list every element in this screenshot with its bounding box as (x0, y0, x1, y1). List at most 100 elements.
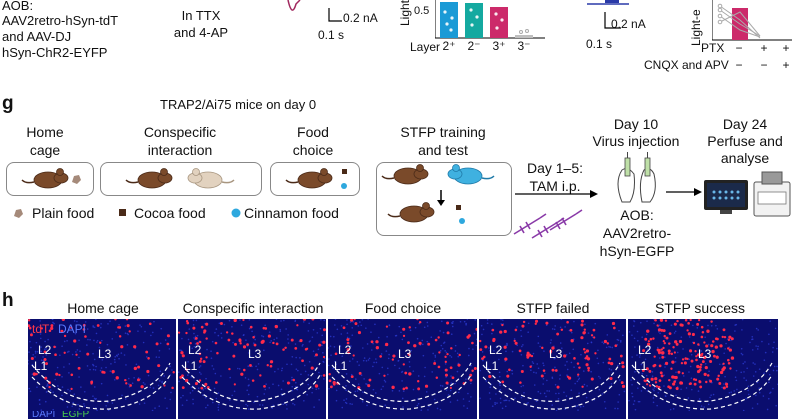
layer-l3-label: L3 (398, 347, 412, 361)
micrograph-panel-row2 (328, 411, 477, 419)
ptx-val-1: + (760, 41, 768, 55)
stain-tdt-label: tdT (32, 322, 50, 336)
aob-label-0: AOB: (620, 207, 654, 223)
aob-label-1: AAV2retro- (602, 225, 672, 241)
conspecific-label-1: interaction (147, 142, 213, 158)
aob-line-3: hSyn-ChR2-EYFP (2, 45, 108, 60)
day1-label-1: TAM i.p. (529, 178, 581, 194)
mouse-icon (387, 201, 435, 223)
plain-food-icon (14, 209, 23, 218)
micrograph-panel: L2 L1 L3 (328, 319, 477, 411)
micrograph-panel-row2 (178, 411, 326, 419)
micrograph-image (328, 319, 477, 411)
cnqx-val-1: − (760, 58, 768, 72)
layer-l1-label: L1 (485, 359, 499, 373)
micrograph-panel-row2 (628, 411, 778, 419)
layer-l2-label: L2 (489, 343, 503, 357)
mouse-icon (381, 163, 429, 185)
layer-tick-2: 3⁺ (492, 39, 506, 53)
header-stfp-success: STFP success (655, 300, 745, 316)
row2-egfp-label: EGFP (62, 411, 90, 419)
bar-chart-1 (435, 0, 545, 39)
cnqx-label: CNQX and APV (644, 58, 729, 72)
bar-layer-3minus (515, 35, 533, 38)
day24-label-2: analyse (720, 150, 770, 166)
scale1-time: 0.1 s (318, 28, 345, 42)
bar-layer-3plus (490, 7, 508, 38)
scale2-time: 0.1 s (586, 37, 613, 51)
micrograph-image (628, 319, 778, 411)
header-conspecific: Conspecific interaction (182, 300, 324, 316)
layer-label: Layer (410, 40, 441, 54)
micrograph-panel-row2 (479, 411, 626, 419)
header-stfp-failed: STFP failed (516, 300, 590, 316)
legend-cocoa: Cocoa food (134, 205, 206, 221)
day24-label-0: Day 24 (722, 116, 768, 132)
micrograph-image (178, 319, 326, 411)
layer-l2-label: L2 (188, 343, 202, 357)
microscope-computer-icon (704, 171, 791, 217)
micrograph-panel-row2: DAPI EGFP (28, 411, 176, 419)
cinnamon-food-icon (459, 218, 465, 224)
ptx-label: PTX (701, 41, 725, 55)
stain-dapi-label: DAPI (58, 322, 87, 336)
conspecific-cage-box (100, 162, 262, 196)
aob-line-2: and AAV-DJ (2, 29, 72, 44)
brain-injection-icon (617, 152, 656, 203)
cnqx-val-0: − (735, 58, 743, 72)
stfp-label-0: STFP training (400, 124, 486, 140)
scale2-current: 0.2 nA (611, 17, 646, 31)
legend-icons (14, 208, 241, 218)
legend-cinnamon: Cinnamon food (244, 205, 339, 221)
day1-label-0: Day 1–5: (526, 160, 584, 176)
aob-line-1: AAV2retro-hSyn-tdT (2, 13, 119, 28)
mouse-icon (125, 167, 173, 189)
layer-tick-3: 3⁻ (517, 39, 531, 53)
layer-l3-label: L3 (549, 347, 563, 361)
arrow-icon (666, 188, 702, 196)
layer-l3-label: L3 (698, 347, 712, 361)
header-home-cage: Home cage (67, 300, 139, 316)
plain-food-icon (72, 175, 81, 184)
day24-label-1: Perfuse and (707, 133, 783, 149)
trace-1 (287, 0, 342, 22)
bar-layer-2plus (440, 2, 458, 38)
ylabel1: Light- (398, 0, 412, 26)
layer-l1-label: L1 (34, 359, 48, 373)
mice-illustrations (21, 163, 495, 224)
food-choice-label-1: choice (292, 142, 334, 158)
layer-tick-0: 2⁺ (442, 39, 456, 53)
layer-l1-label: L1 (634, 359, 648, 373)
food-choice-label-0: Food (297, 124, 329, 140)
day10-label-0: Day 10 (613, 116, 659, 132)
layer-l2-label: L2 (638, 343, 652, 357)
layer-l2-label: L2 (38, 343, 52, 357)
micrograph-image (28, 319, 175, 411)
micrograph-panel: tdT DAPI L2 L1 L3 (28, 319, 176, 411)
syringe-icon (513, 209, 583, 239)
panel-g-title: TRAP2/Ai75 mice on day 0 (160, 97, 317, 112)
bar-chart-2 (712, 0, 792, 41)
cinnamon-food-icon (231, 208, 241, 218)
timeline-graphics (513, 190, 598, 239)
day10-label-1: Virus injection (592, 133, 680, 149)
panel-letter-h: h (2, 290, 14, 311)
aob-label-2: hSyn-EGFP (599, 243, 675, 259)
layer-l1-label: L1 (334, 359, 348, 373)
legend-plain: Plain food (32, 205, 95, 221)
mouse-blue-icon (447, 163, 495, 185)
panel-letter-g: g (2, 93, 14, 114)
row2-dapi-label: DAPI (32, 411, 56, 419)
micrograph-panel: L2 L1 L3 (628, 319, 778, 411)
cocoa-food-icon (119, 209, 126, 216)
trace-2 (587, 0, 629, 29)
header-food-choice: Food choice (364, 300, 442, 316)
ttx-line-1: and 4-AP (173, 25, 229, 40)
ptx-val-0: − (735, 41, 743, 55)
layer-l1-label: L1 (184, 359, 198, 373)
ptx-val-2: + (782, 41, 790, 55)
home-cage-label-0: Home (26, 124, 64, 140)
aob-line-0: AOB: (2, 0, 34, 13)
stfp-label-1: and test (418, 142, 468, 158)
layer-l3-label: L3 (248, 347, 262, 361)
